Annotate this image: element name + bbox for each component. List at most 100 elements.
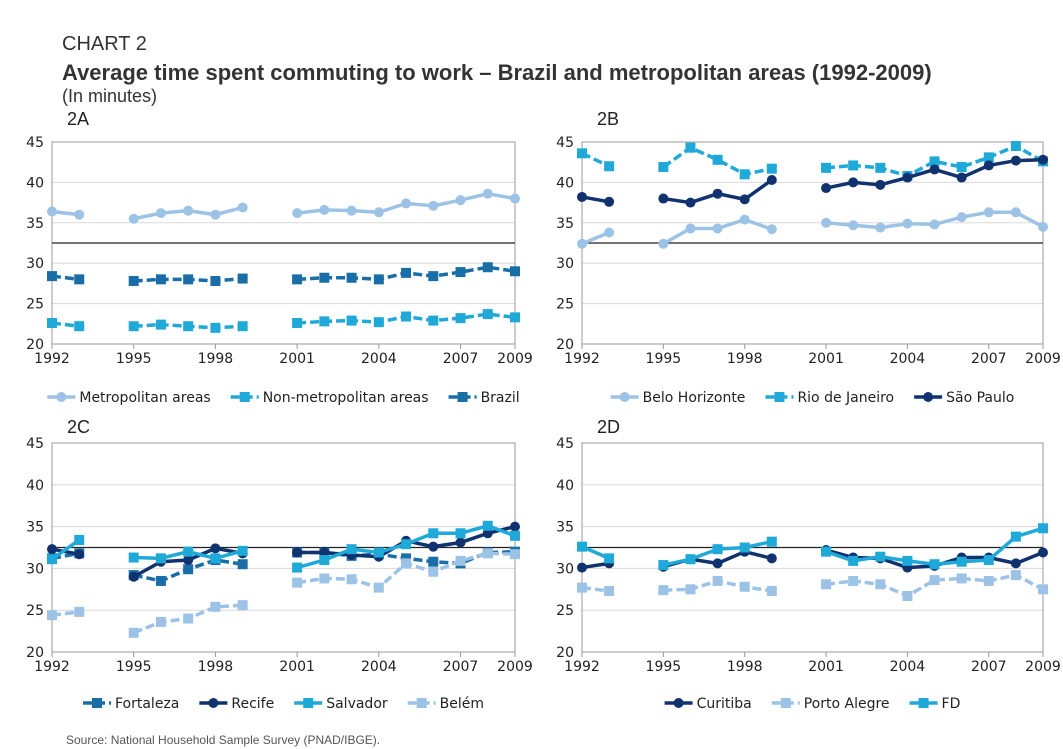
data-point: [929, 559, 940, 570]
data-point: [74, 549, 85, 560]
x-tick-label: 2001: [279, 659, 315, 675]
legend-marker: [457, 392, 468, 402]
x-tick-label: 1998: [198, 659, 234, 675]
y-tick-label: 20: [556, 337, 574, 353]
data-point: [428, 541, 439, 552]
x-tick-label: 1995: [116, 351, 152, 367]
data-point: [712, 575, 723, 586]
data-point: [128, 552, 139, 563]
data-point: [902, 172, 913, 183]
data-point: [821, 183, 832, 194]
data-point: [956, 556, 967, 567]
data-point: [455, 195, 466, 206]
data-point: [1038, 221, 1048, 232]
legend-label: Non-metropolitan areas: [263, 390, 429, 406]
data-point: [821, 579, 832, 590]
data-point: [739, 194, 750, 205]
data-point: [183, 546, 194, 557]
data-point: [510, 193, 520, 204]
data-point: [346, 315, 357, 326]
legend-label: Metropolitan areas: [79, 390, 210, 406]
data-point: [875, 179, 886, 190]
legend-marker: [91, 698, 102, 708]
data-point: [510, 530, 520, 541]
data-point: [292, 562, 303, 573]
data-point: [577, 562, 587, 573]
legend-marker: [780, 698, 791, 708]
data-point: [482, 548, 493, 559]
data-point: [292, 208, 303, 219]
x-tick-label: 2009: [497, 659, 533, 675]
y-tick-label: 45: [556, 436, 574, 452]
data-point: [577, 191, 587, 202]
x-tick-label: 1995: [116, 659, 152, 675]
data-point: [155, 616, 166, 627]
data-point: [183, 205, 194, 216]
data-point: [482, 188, 493, 199]
y-tick-label: 35: [26, 520, 44, 536]
data-point: [510, 549, 520, 560]
y-tick-label: 45: [556, 135, 574, 151]
legend-marker: [918, 698, 929, 708]
data-point: [604, 227, 615, 238]
y-tick-label: 40: [26, 478, 44, 494]
data-point: [956, 162, 967, 173]
data-point: [956, 212, 967, 223]
data-point: [455, 537, 466, 548]
data-point: [47, 206, 57, 217]
series-line: [581, 573, 1044, 598]
data-point: [183, 564, 194, 575]
data-point: [658, 238, 669, 249]
data-point: [47, 544, 57, 555]
data-point: [128, 275, 139, 286]
data-point: [373, 582, 384, 593]
data-point: [766, 585, 777, 596]
data-point: [766, 553, 777, 564]
data-point: [739, 542, 750, 553]
data-point: [821, 162, 832, 173]
data-point: [183, 613, 194, 624]
data-point: [577, 541, 587, 552]
legend-marker: [239, 392, 250, 402]
data-point: [346, 574, 357, 585]
y-tick-label: 25: [26, 297, 44, 313]
x-tick-label: 2004: [890, 659, 926, 675]
data-point: [455, 528, 466, 539]
data-point: [766, 224, 777, 235]
data-point: [875, 162, 886, 173]
data-point: [848, 177, 859, 188]
x-tick-label: 1992: [34, 659, 70, 675]
series-line: [51, 551, 516, 635]
data-point: [455, 267, 466, 278]
data-point: [766, 163, 777, 174]
data-point: [128, 571, 139, 582]
data-point: [482, 528, 493, 539]
data-point: [875, 579, 886, 590]
data-point: [128, 627, 139, 638]
y-tick-label: 20: [26, 337, 44, 353]
data-point: [983, 575, 994, 586]
data-point: [482, 309, 493, 320]
series-line: [51, 265, 516, 283]
data-point: [848, 220, 859, 231]
x-tick-label: 1995: [646, 351, 682, 367]
x-tick-label: 2009: [1025, 659, 1061, 675]
data-point: [74, 274, 85, 285]
x-tick-label: 2007: [443, 351, 479, 367]
data-point: [455, 313, 466, 324]
data-point: [292, 274, 303, 285]
data-point: [712, 154, 723, 165]
panel-title: 2D: [597, 417, 620, 437]
data-point: [155, 274, 166, 285]
data-point: [210, 601, 221, 612]
data-point: [902, 218, 913, 229]
x-tick-label: 1998: [727, 659, 763, 675]
data-point: [658, 560, 669, 571]
data-point: [428, 566, 439, 577]
legend-label: Curitiba: [697, 696, 752, 712]
data-point: [929, 575, 940, 586]
x-tick-label: 2007: [971, 659, 1007, 675]
data-point: [319, 316, 330, 327]
y-tick-label: 30: [556, 256, 574, 272]
